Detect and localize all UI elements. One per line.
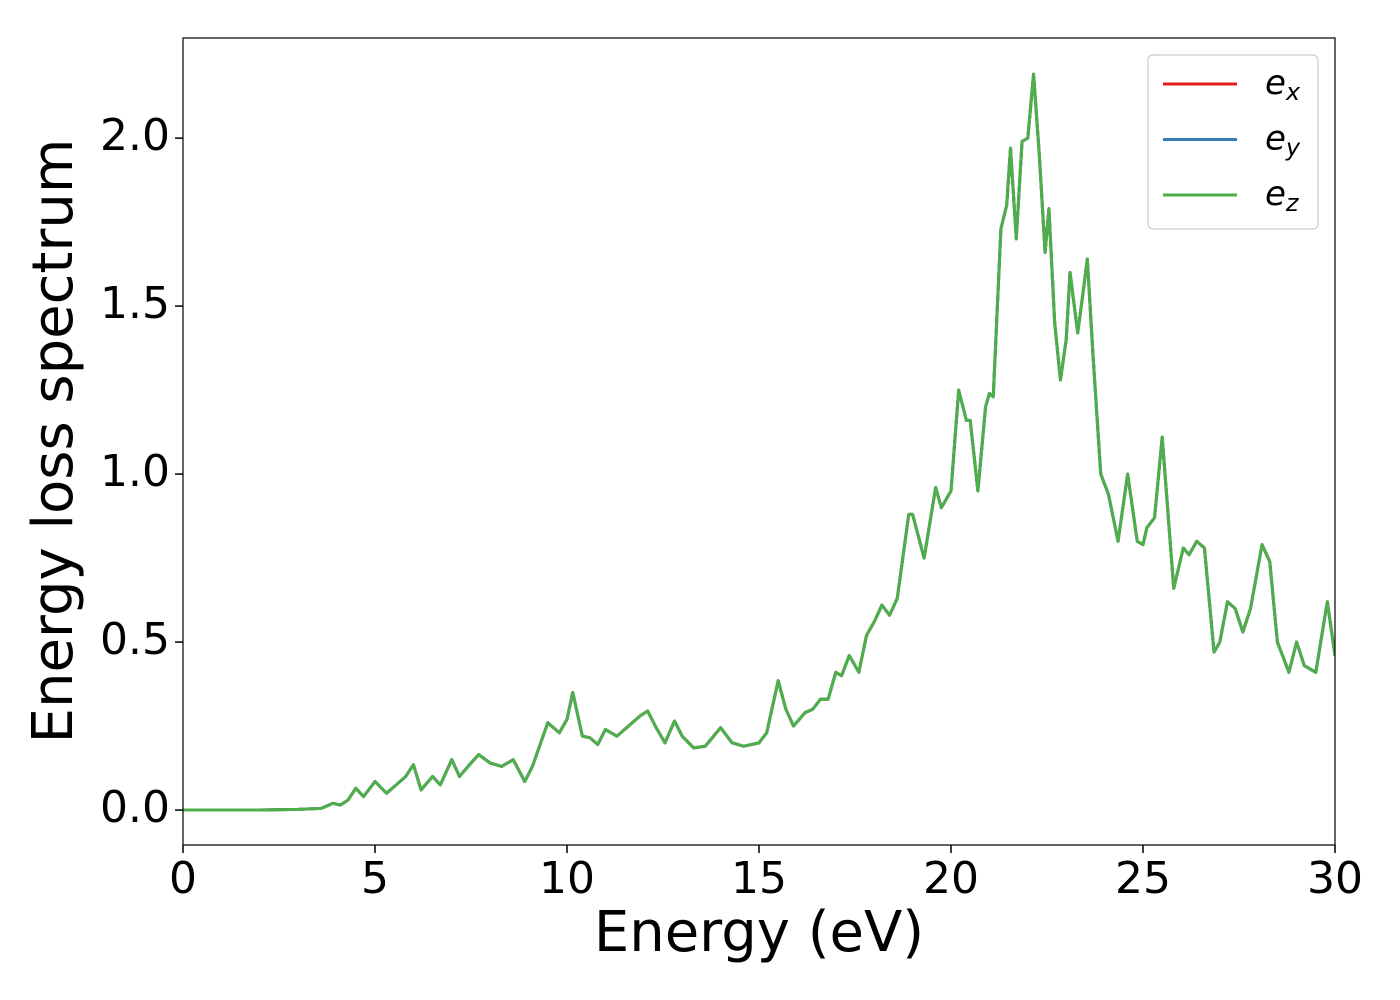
legend-label: ey xyxy=(1265,118,1301,162)
series-line xyxy=(183,72,1335,812)
legend-label: ex xyxy=(1265,63,1301,107)
x-tick-label: 0 xyxy=(169,853,197,904)
x-tick-label: 25 xyxy=(1115,853,1171,904)
y-tick-label: 0.0 xyxy=(100,782,170,833)
x-tick-label: 5 xyxy=(361,853,389,904)
y-axis-label: Energy loss spectrum xyxy=(21,139,86,744)
plot-frame xyxy=(182,37,1336,846)
y-tick-label: 2.0 xyxy=(100,110,170,161)
x-tick-label: 10 xyxy=(539,853,595,904)
y-tick-label: 1.5 xyxy=(100,278,170,329)
legend-label: ez xyxy=(1265,174,1300,218)
y-tick-label: 1.0 xyxy=(100,446,170,497)
x-tick-label: 20 xyxy=(923,853,979,904)
y-tick-label: 0.5 xyxy=(100,614,170,665)
legend-box xyxy=(1147,54,1319,230)
x-tick-label: 30 xyxy=(1307,853,1363,904)
x-tick-label: 15 xyxy=(731,853,787,904)
x-axis-label: Energy (eV) xyxy=(594,900,924,965)
